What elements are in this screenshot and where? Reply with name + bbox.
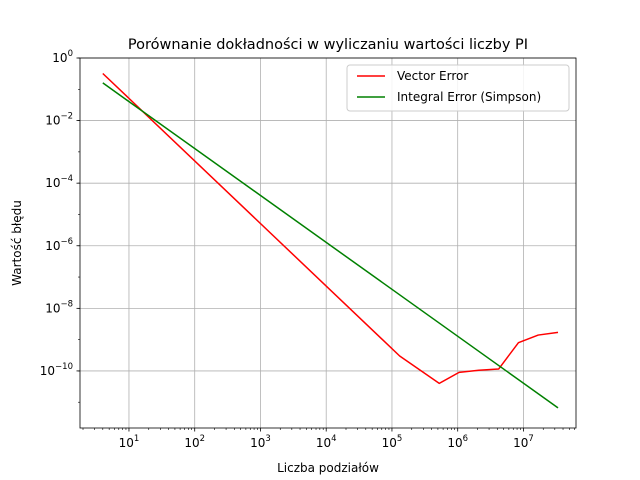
y-tick-label: 10−8 — [45, 299, 73, 315]
legend-label-vector-error: Vector Error — [397, 69, 468, 83]
x-tick-label: 106 — [447, 434, 468, 450]
ticks: 101 102 103 104 105 106 107 100 10−2 10−4 10−6 10−8… — [40, 49, 575, 450]
series-line-vector-error — [102, 72, 559, 385]
legend-label-integral-error: Integral Error (Simpson) — [397, 90, 541, 104]
series-lines — [102, 72, 559, 409]
y-tick-label: 10−6 — [45, 237, 73, 253]
chart-title: Porównanie dokładności w wyliczaniu wart… — [128, 37, 528, 53]
y-tick-label: 100 — [52, 49, 73, 65]
x-tick-label: 105 — [382, 434, 403, 450]
x-tick-label: 107 — [513, 434, 534, 450]
legend: Vector Error Integral Error (Simpson) — [346, 64, 570, 112]
plot-frame — [79, 57, 577, 429]
legend-box — [346, 64, 570, 112]
y-tick-label: 10−2 — [45, 112, 73, 128]
series-line-integral-error-simpson — [102, 82, 559, 409]
x-tick-label: 101 — [119, 434, 140, 450]
x-tick-label: 103 — [250, 434, 271, 450]
x-tick-label: 102 — [184, 434, 205, 450]
y-tick-label: 10−10 — [40, 362, 73, 378]
y-axis-label: Wartość błędu — [10, 200, 24, 286]
x-axis-label: Liczba podziałów — [277, 461, 379, 475]
x-tick-label: 104 — [316, 434, 337, 450]
y-tick-label: 10−4 — [45, 174, 73, 190]
